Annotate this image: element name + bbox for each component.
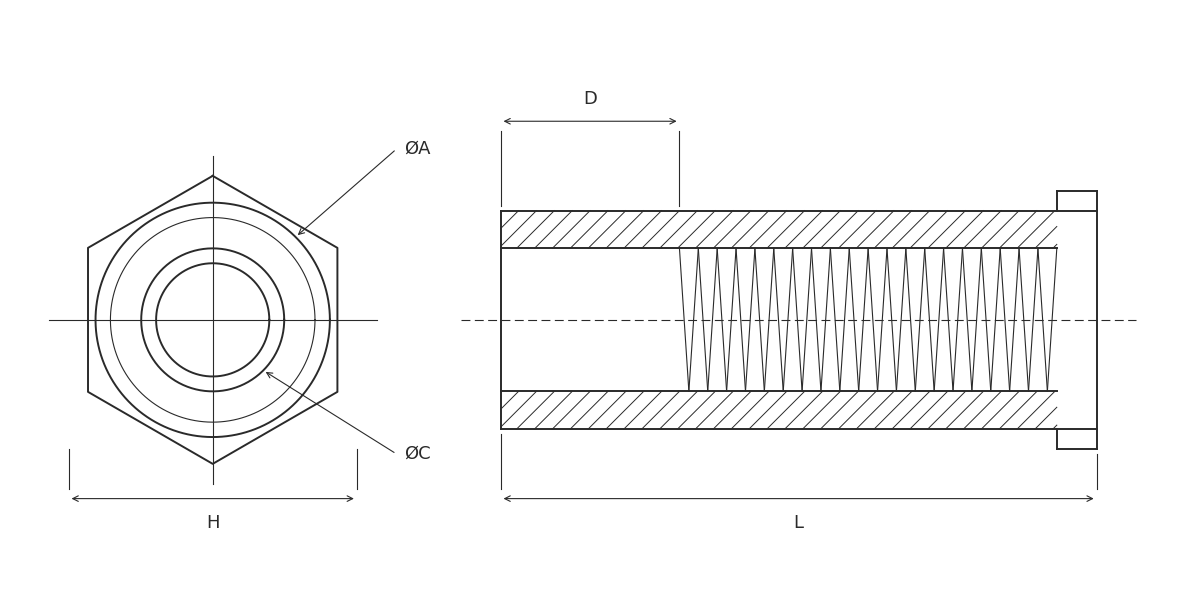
Text: D: D xyxy=(583,91,598,109)
Text: H: H xyxy=(206,514,220,532)
Text: ØA: ØA xyxy=(404,140,431,158)
Text: L: L xyxy=(793,514,804,532)
Text: ØC: ØC xyxy=(404,445,431,463)
